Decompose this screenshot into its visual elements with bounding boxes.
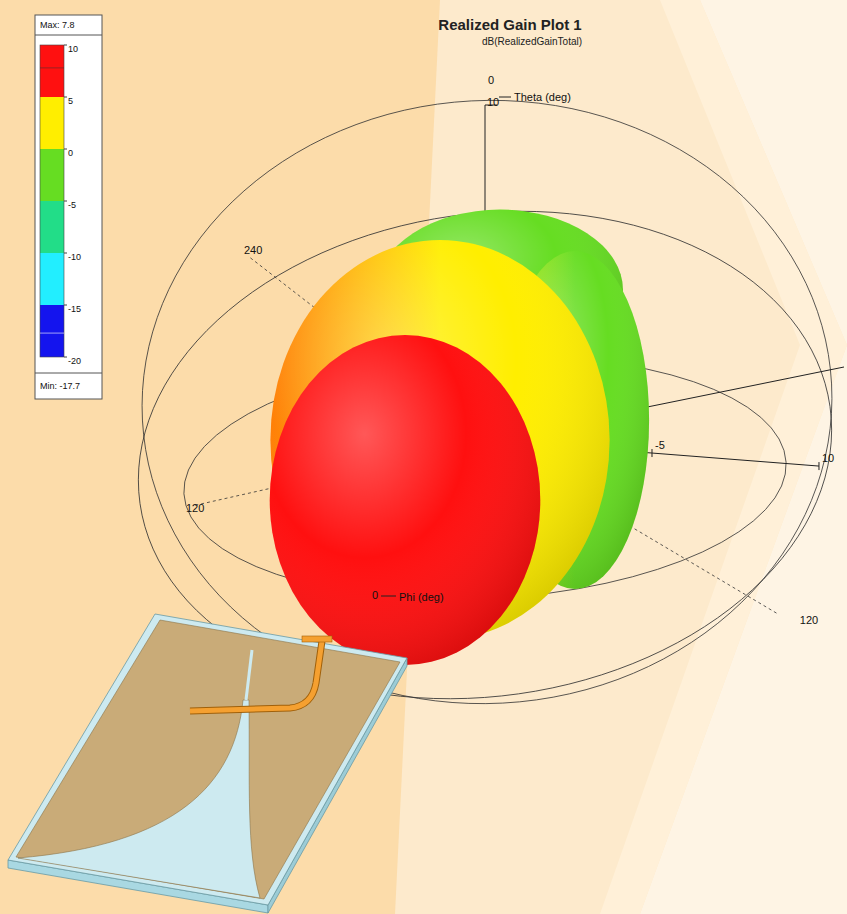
background	[0, 0, 847, 914]
max-marker	[40, 67, 64, 68]
feed-line	[190, 641, 322, 711]
tapered-slot	[18, 700, 260, 898]
phi-tick-label: 0	[372, 589, 378, 601]
radial-tick-label: -5	[655, 439, 665, 451]
color-bar-tick-label: 0	[68, 148, 73, 158]
feed-pad	[302, 636, 332, 642]
color-bar-tick	[64, 45, 67, 46]
color-bar-tick-label: -10	[68, 252, 81, 262]
max-label: Max: 7.8	[40, 20, 75, 30]
feed-outline	[190, 641, 322, 711]
color-bar: 10 5 0 -5 -10 -15 -20 Max: 7.8 Min: -17.7	[35, 15, 102, 399]
ground-plane	[16, 620, 400, 899]
color-bar-separator	[35, 35, 102, 36]
color-bar-tick-label: -5	[68, 200, 76, 210]
color-bar-tick-label: 10	[68, 44, 78, 54]
phi-tick-label: 240	[244, 244, 262, 256]
color-band	[40, 253, 64, 305]
pattern	[270, 210, 649, 665]
theta-tick-label: 0	[488, 74, 494, 86]
color-bar-tick	[64, 305, 67, 306]
axis-labels: -5 10 10 0 120 Theta (deg) 0 120 240 Phi (deg)	[186, 74, 834, 626]
color-bar-tick	[64, 149, 67, 150]
title: Realized Gain Plot 1	[438, 16, 581, 33]
phi-title-leader	[381, 596, 396, 597]
color-band	[40, 97, 64, 149]
color-bar-tick-label: 5	[68, 96, 73, 106]
slot-line	[246, 650, 252, 700]
color-bar-tick-label: -20	[68, 356, 81, 366]
radial-tick-label: 10	[487, 96, 499, 108]
color-band	[40, 149, 64, 201]
ring	[127, 83, 847, 721]
lobe	[270, 335, 541, 665]
color-band	[40, 305, 64, 357]
color-bar-frame	[35, 15, 102, 399]
color-bar-tick	[64, 357, 67, 358]
min-marker	[40, 333, 64, 334]
color-band	[40, 45, 64, 97]
phi-axis-title: Phi (deg)	[399, 591, 444, 603]
radial-tick	[651, 449, 652, 457]
radial-tick	[818, 462, 819, 470]
theta-tick-label: 120	[800, 614, 818, 626]
lobe-shading	[270, 335, 541, 665]
radial-tick-label: 10	[822, 452, 834, 464]
min-label: Min: -17.7	[40, 381, 80, 391]
color-bar-tick	[64, 201, 67, 202]
color-band	[40, 201, 64, 253]
color-bar-tick-label: -15	[68, 304, 81, 314]
chart: 10 5 0 -5 -10 -15 -20 Max: 7.8 Min: -17.7 Realize…	[0, 0, 847, 914]
theta-axis-title: Theta (deg)	[514, 91, 571, 103]
board	[8, 614, 407, 905]
color-bar-separator	[35, 373, 102, 374]
theta-title-leader	[499, 97, 511, 98]
subtitle: dB(RealizedGainTotal)	[482, 36, 582, 47]
color-bar-tick	[64, 253, 67, 254]
background-base	[0, 0, 847, 914]
antenna	[8, 614, 407, 913]
color-bar-tick	[64, 97, 67, 98]
color-bar-outline	[40, 45, 64, 357]
phi-tick-label: 120	[186, 502, 204, 514]
